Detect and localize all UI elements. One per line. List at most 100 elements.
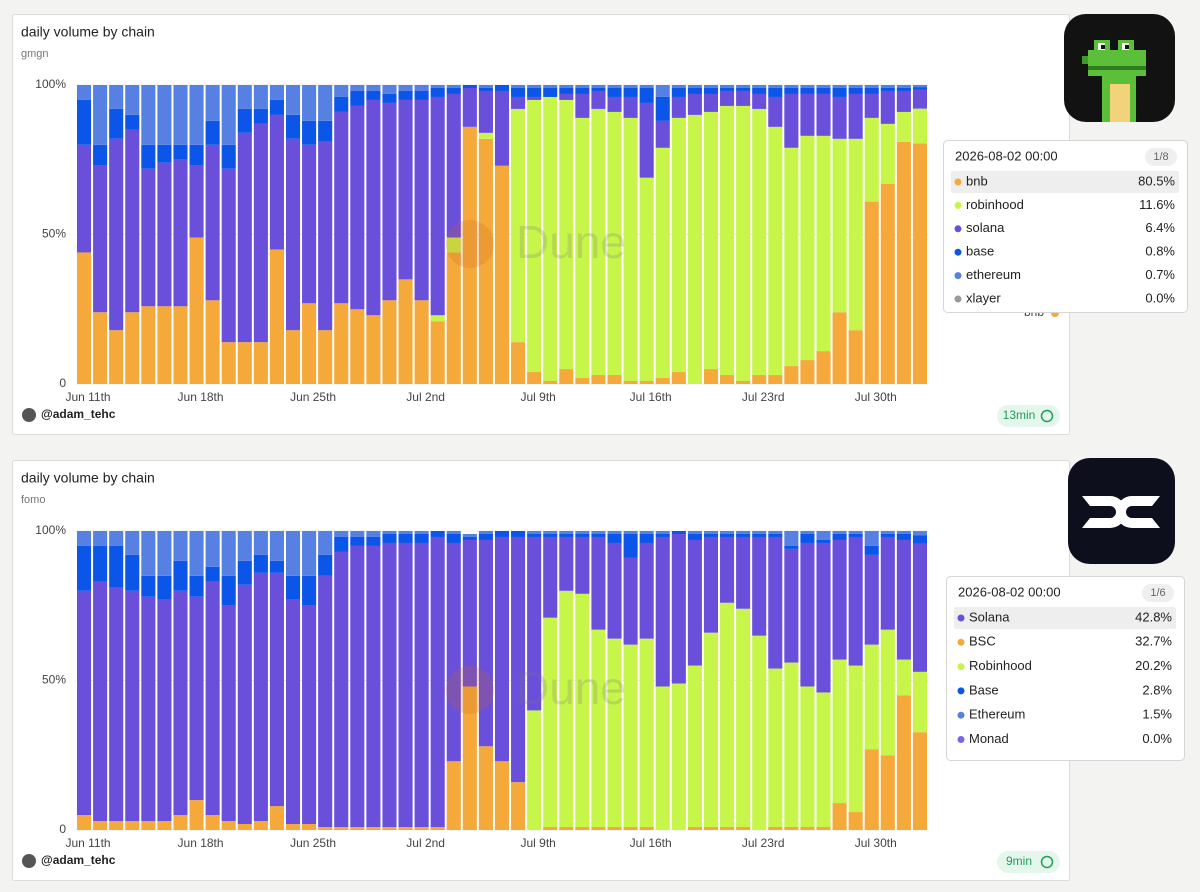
x-tick-label: Jul 16th [630,836,672,850]
chart-card: daily volume by chain gmgn 0 50% 100% Jun 11t… [12,14,1188,435]
tooltip-series-name: Ethereum [969,707,1025,722]
bar-segment [720,90,735,106]
bar-segment [896,695,911,830]
bar-segment [93,144,108,166]
bar-segment [173,560,188,591]
bar-segment [189,144,204,166]
bar-segment [366,827,381,830]
bar-segment [639,87,654,103]
bar-segment [446,252,461,384]
bar-segment [478,138,493,384]
bar-segment [221,605,236,822]
y-tick-label: 50% [42,673,66,687]
bar-segment [816,135,831,352]
tooltip-row-highlight [951,171,1179,193]
tooltip-series-name: ethereum [966,267,1021,282]
bar-segment [77,85,92,100]
bar-segment [382,300,397,384]
bar-segment [559,531,574,534]
bar-segment [912,89,927,109]
bar-segment [205,581,220,816]
bar-segment [591,531,606,534]
bar-segment [189,237,204,384]
bar-segment [253,123,268,343]
bar-segment [687,114,702,385]
tooltip: 2026-08-02 00:00 1/8 bnb 80.5% robinhood 11.6… [943,140,1188,313]
bar-segment [398,90,413,100]
bar-segment [639,177,654,382]
bar-segment [655,120,670,148]
bar-segment [157,821,172,830]
tooltip-dot [957,663,965,671]
bar-segment [784,548,799,663]
watermark-text: Dune [516,216,626,268]
bar-segment [141,821,156,830]
freshness-icon [1040,855,1054,869]
tooltip-value: 6.4% [1145,220,1175,235]
bar-segment [189,800,204,830]
bar-segment [864,644,879,750]
bar-segment [752,533,767,537]
bar-segment [205,300,220,384]
bar-segment [543,536,558,618]
bar-segment [237,108,252,133]
bar-segment [430,85,445,88]
bar-segment [687,827,702,830]
bar-segment [880,183,895,384]
x-tick-label: Jul 2nd [406,836,445,850]
bar-segment [334,531,349,537]
bar-segment [350,105,365,310]
bar-segment [350,531,365,537]
watermark-text: Dune [516,662,626,714]
tooltip-value: 80.5% [1138,173,1175,188]
tooltip-dot [957,614,965,622]
bar-segment [318,531,333,555]
bar-segment [318,85,333,121]
watermark: Dune [446,216,626,268]
bar-segment [655,686,670,830]
bar-segment [527,710,542,830]
bar-segment [832,531,847,534]
bar-segment [334,111,349,304]
bar-segment [880,123,895,184]
bar-segment [382,827,397,830]
bar-segment [832,96,847,139]
bar-segment [334,827,349,830]
bar-segment [189,85,204,145]
bar-segment [591,536,606,630]
chart-title: daily volume by chain [21,24,155,40]
bar-segment [623,533,638,558]
bar-segment [768,96,783,127]
bar-segment [109,587,124,822]
bar-segment [687,85,702,88]
bar-segment [623,85,638,88]
bar-segment [414,542,429,828]
bar-segment [93,545,108,582]
bar-segment [205,566,220,582]
bar-segment [752,536,767,636]
bar-segment [848,812,863,830]
bar-segment [591,85,606,88]
bar-segment [736,608,751,828]
bar-segment [494,531,510,537]
y-tick-label: 0 [59,376,66,390]
bar-segment [703,111,719,370]
bar-segment [269,114,284,250]
bar-segment [462,85,477,88]
bar-segment [430,315,445,322]
bar-segment [720,533,735,537]
bar-segment [687,539,702,666]
bar-segment [527,87,542,97]
bar-segment [736,87,751,91]
bar-segment [736,536,751,609]
bar-segment [253,531,268,555]
bar-segment [350,85,365,91]
tooltip-value: 11.6% [1139,197,1175,212]
bar-segment [237,584,252,825]
bar-segment [494,165,510,384]
tooltip-value: 2.8% [1142,682,1172,697]
bar-segment [896,87,911,91]
bar-segment [703,85,719,88]
bar-segment [253,342,268,384]
bar-segment [318,575,333,828]
